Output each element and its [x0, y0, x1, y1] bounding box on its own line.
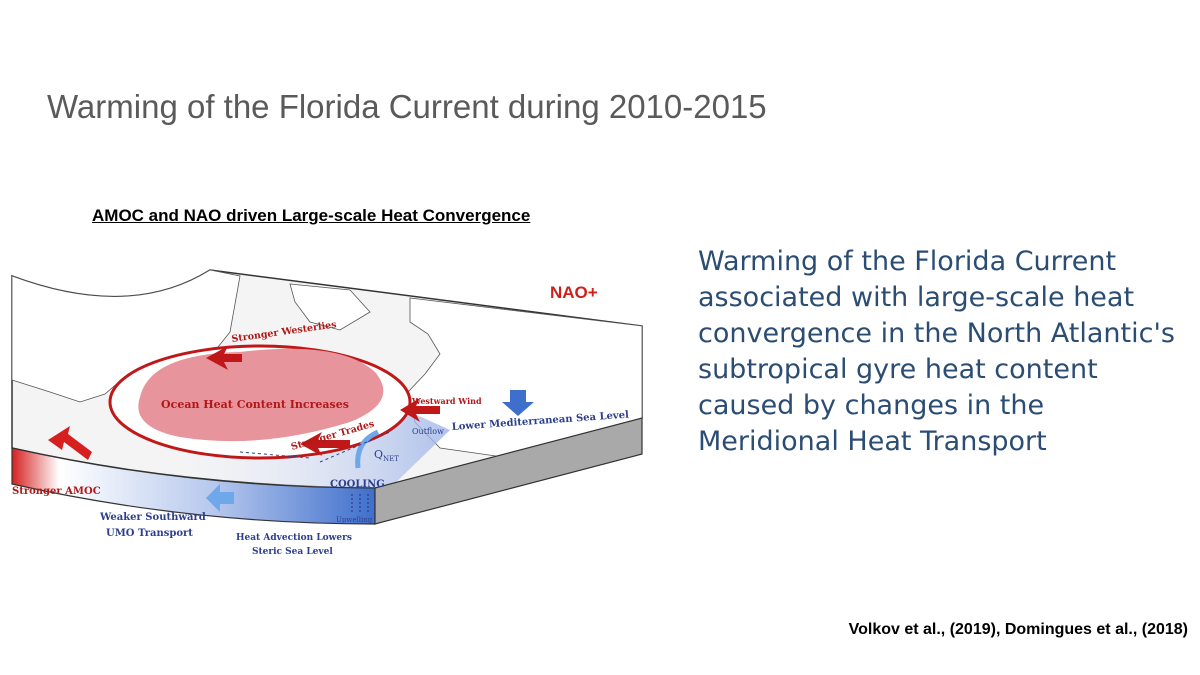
westerlies-arrow-icon	[206, 346, 242, 370]
body-line: Meridional Heat Transport	[698, 426, 1047, 457]
qnet-arrow-icon	[355, 429, 380, 469]
slab-front-gray	[374, 417, 643, 525]
weaker-southward-label-1: Weaker Southward	[99, 512, 206, 523]
upwelling-label: Upwelling	[336, 516, 373, 524]
cooling-dash-arrows-icon	[239, 431, 391, 463]
stronger-amoc-label: Stronger AMOC	[12, 486, 101, 497]
heat-advection-label-1: Heat Advection Lowers	[236, 533, 352, 543]
trades-arrow-icon	[300, 432, 350, 456]
amoc-nao-diagram: NAO+ Stronger Westerlies Ocean Heat Cont…	[11, 269, 643, 557]
body-line: convergence in the North Atlantic's	[698, 318, 1175, 349]
outflow-label: Outflow	[412, 427, 444, 436]
heat-advection-label-2: Steric Sea Level	[252, 547, 333, 557]
qnet-label: QNET	[374, 448, 399, 463]
weaker-southward-label-2: UMO Transport	[106, 528, 193, 539]
southward-arrow-icon	[206, 484, 234, 512]
westward-wind-arrow-icon	[400, 398, 440, 422]
body-line: associated with large-scale heat	[698, 282, 1135, 313]
qnet-main: Q	[374, 448, 383, 461]
westward-wind-label: Westward Wind	[411, 396, 482, 406]
med-down-arrow-icon	[502, 390, 534, 416]
upwelling-arrows-icon	[351, 494, 369, 512]
greenland-land	[289, 283, 371, 331]
ocean-heat-blob	[138, 348, 384, 442]
body-line: Warming of the Florida Current	[698, 246, 1117, 277]
nao-label: NAO+	[550, 283, 598, 302]
citation: Volkov et al., (2019), Domingues et al.,…	[848, 621, 1188, 638]
ocean-heat-label: Ocean Heat Content Increases	[161, 398, 349, 411]
body-line: caused by changes in the	[698, 390, 1045, 421]
cooling-label: COOLING	[330, 479, 385, 490]
qnet-subscript: NET	[383, 455, 399, 463]
amoc-arrow-icon	[48, 426, 92, 460]
slide-title: Warming of the Florida Current during 20…	[47, 88, 767, 125]
diagram-title: AMOC and NAO driven Large-scale Heat Con…	[92, 206, 531, 225]
body-line: subtropical gyre heat content	[698, 354, 1098, 385]
body-text: Warming of the Florida Current associate…	[698, 244, 1193, 460]
